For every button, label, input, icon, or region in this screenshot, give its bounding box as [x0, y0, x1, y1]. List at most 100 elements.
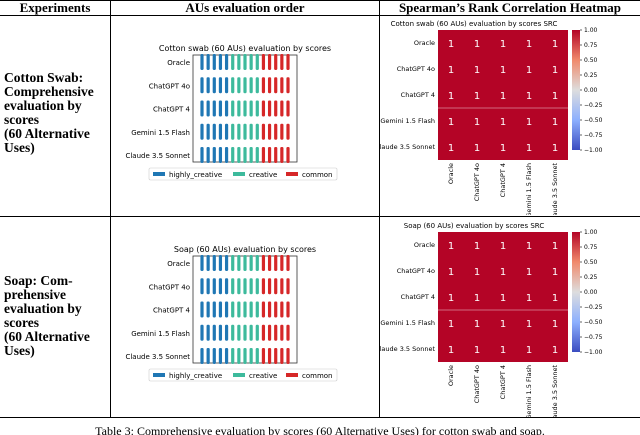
au-dot — [231, 255, 235, 271]
colorbar-tick-label: −0.75 — [584, 334, 603, 341]
heatmap-cell-value: 1 — [552, 65, 558, 76]
y-tick-label: ChatGPT 4o — [149, 283, 190, 291]
experiment-cell-cotton: Cotton Swab: Comprehensive evaluation by… — [4, 71, 104, 155]
au-dot — [280, 255, 284, 271]
legend-swatch-common — [286, 373, 298, 377]
legend-swatch-common — [286, 172, 298, 176]
au-dot — [243, 54, 247, 70]
heatmap-cell — [542, 134, 568, 160]
au-dot — [231, 147, 235, 163]
heatmap-cell-value: 1 — [448, 65, 454, 76]
au-dot — [274, 324, 278, 341]
heatmap-cell-value: 1 — [526, 91, 532, 102]
au-dot — [286, 54, 290, 70]
colorbar — [572, 232, 580, 352]
experiment-line: (60 Alternative — [4, 126, 90, 141]
au-dot — [237, 348, 241, 364]
experiment-line: scores — [4, 112, 39, 127]
legend-label: creative — [249, 171, 277, 179]
heatmap-cell — [516, 30, 542, 56]
au-dot — [243, 348, 247, 364]
heatmap-cell-value: 1 — [526, 39, 532, 50]
au-dot — [218, 54, 223, 70]
heatmap-cell — [490, 284, 516, 310]
heatmap-cell-value: 1 — [474, 345, 480, 356]
au-dot — [200, 54, 204, 70]
colorbar-tick-label: 0.75 — [584, 244, 598, 251]
au-dot — [224, 301, 229, 318]
colorbar-tick-label: −1.00 — [584, 147, 603, 154]
au-dot — [255, 100, 259, 117]
heatmap-cell — [516, 108, 542, 134]
au-dot — [237, 147, 241, 163]
heatmap-cell-value: 1 — [500, 267, 506, 278]
au-dot — [224, 100, 229, 117]
heatmap-cotton: Cotton swab (60 AUs) evaluation by score… — [380, 20, 603, 215]
au-dot — [274, 123, 278, 140]
au-dot — [224, 278, 229, 295]
heatmap-cell — [490, 258, 516, 284]
au-dot — [237, 100, 241, 117]
colorbar-tick-label: 0.50 — [584, 259, 598, 266]
heatmap-cell — [464, 284, 490, 310]
heatmap-cell — [490, 30, 516, 56]
au-dot — [212, 278, 216, 295]
au-dot — [231, 100, 235, 117]
colorbar-tick-label: 0.25 — [584, 72, 598, 79]
au-dot — [206, 255, 210, 271]
heatmap-cell — [464, 108, 490, 134]
heatmap-cell — [516, 134, 542, 160]
heatmap-cell — [464, 82, 490, 108]
colorbar-tick-label: 0.00 — [584, 289, 598, 296]
heatmap-cell-value: 1 — [448, 143, 454, 154]
au-dot — [249, 324, 253, 341]
heatmap-cell — [438, 284, 464, 310]
header-experiments: Experiments — [19, 0, 91, 15]
heatmap-cell — [542, 232, 568, 258]
au-dot — [261, 255, 266, 271]
au-dot — [255, 278, 259, 295]
heatmap-y-label: Claude 3.5 Sonnet — [380, 345, 435, 353]
table-caption: Table 3: Comprehensive evaluation by sco… — [95, 424, 545, 435]
au-dot — [267, 147, 272, 163]
experiment-line: Cotton Swab: — [4, 70, 84, 85]
legend-label: creative — [249, 372, 277, 380]
heatmap-cell — [438, 56, 464, 82]
heatmap-cell — [490, 56, 516, 82]
heatmap-cell-value: 1 — [474, 39, 480, 50]
heatmap-cell — [464, 336, 490, 362]
heatmap-cell-value: 1 — [500, 117, 506, 128]
legend-swatch-creative — [233, 172, 245, 176]
au-dot — [255, 54, 259, 70]
au-dot — [231, 348, 235, 364]
au-dot — [206, 147, 210, 163]
legend-label: common — [302, 171, 333, 179]
heatmap-cell-value: 1 — [500, 39, 506, 50]
heatmap-cell — [542, 82, 568, 108]
au-dot — [261, 77, 266, 94]
heatmap-x-label: Claude 3.5 Sonnet — [551, 163, 559, 215]
heatmap-y-label: Oracle — [414, 241, 435, 249]
au-dot — [218, 147, 223, 163]
au-dot — [218, 348, 223, 364]
au-dot — [274, 255, 278, 271]
au-dot — [206, 301, 210, 318]
heatmap-cell — [516, 284, 542, 310]
au-dot — [267, 301, 272, 318]
au-dot — [231, 123, 235, 140]
table-bottom-rule — [0, 417, 640, 418]
dot-chart-cotton: Cotton swab (60 AUs) evaluation by score… — [125, 44, 338, 181]
heatmap-cell — [438, 336, 464, 362]
au-dot — [200, 77, 204, 94]
au-dot — [212, 348, 216, 364]
colorbar-tick-label: 0.25 — [584, 274, 598, 281]
heatmap-cell — [542, 310, 568, 336]
heatmap-cell-value: 1 — [552, 319, 558, 330]
au-dot — [286, 100, 290, 117]
column-divider — [379, 0, 380, 418]
heatmap-cell-value: 1 — [500, 143, 506, 154]
y-tick-label: Gemini 1.5 Flash — [131, 330, 190, 338]
au-dot — [249, 77, 253, 94]
heatmap-cell — [516, 232, 542, 258]
au-dot — [218, 278, 223, 295]
